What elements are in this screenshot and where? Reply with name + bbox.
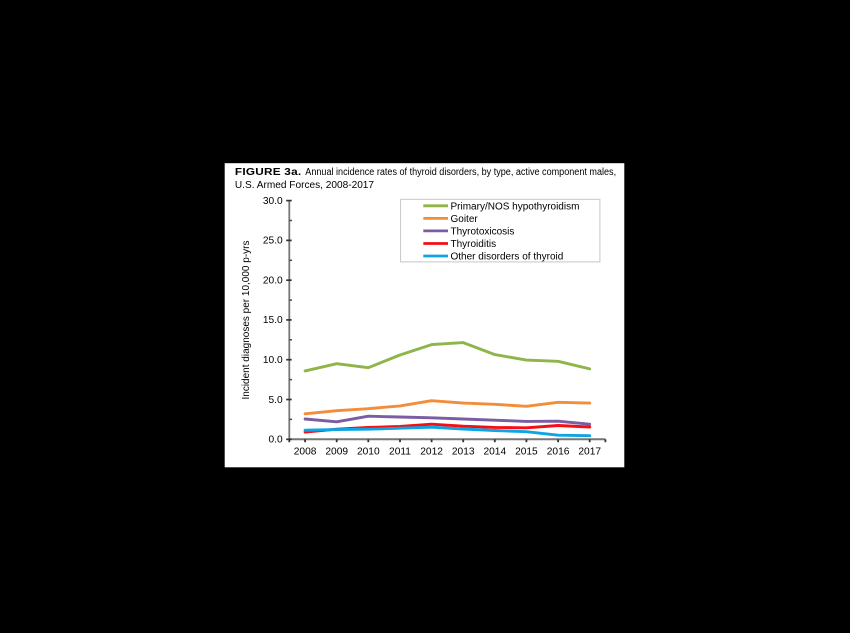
- svg-text:Annual incidence rates of thyr: Annual incidence rates of thyroid disord…: [305, 167, 616, 178]
- svg-text:2015: 2015: [515, 447, 538, 458]
- svg-text:20.0: 20.0: [263, 276, 283, 287]
- svg-text:2014: 2014: [483, 447, 506, 458]
- svg-text:30.0: 30.0: [263, 196, 283, 207]
- svg-text:2016: 2016: [547, 447, 570, 458]
- svg-text:Other disorders of thyroid: Other disorders of thyroid: [451, 252, 564, 263]
- svg-text:Thyrotoxicosis: Thyrotoxicosis: [451, 227, 515, 238]
- svg-text:2008: 2008: [294, 447, 317, 458]
- svg-text:2009: 2009: [325, 447, 348, 458]
- svg-text:FIGURE 3a.: FIGURE 3a.: [235, 167, 302, 178]
- svg-text:10.0: 10.0: [263, 355, 283, 366]
- svg-text:0.0: 0.0: [269, 435, 283, 446]
- svg-text:Thyroiditis: Thyroiditis: [451, 239, 497, 250]
- svg-text:5.0: 5.0: [269, 395, 283, 406]
- svg-text:2013: 2013: [452, 447, 475, 458]
- svg-text:25.0: 25.0: [263, 236, 283, 247]
- svg-text:2010: 2010: [357, 447, 380, 458]
- svg-text:2012: 2012: [420, 447, 443, 458]
- svg-text:U.S. Armed Forces, 2008-2017: U.S. Armed Forces, 2008-2017: [235, 180, 375, 191]
- svg-text:15.0: 15.0: [263, 315, 283, 326]
- svg-text:Primary/NOS hypothyroidism: Primary/NOS hypothyroidism: [451, 202, 580, 213]
- svg-text:2011: 2011: [389, 447, 411, 458]
- svg-text:2017: 2017: [578, 447, 601, 458]
- svg-text:Goiter: Goiter: [451, 214, 479, 225]
- svg-text:Incident diagnoses per 10,000: Incident diagnoses per 10,000 p-yrs: [241, 240, 252, 399]
